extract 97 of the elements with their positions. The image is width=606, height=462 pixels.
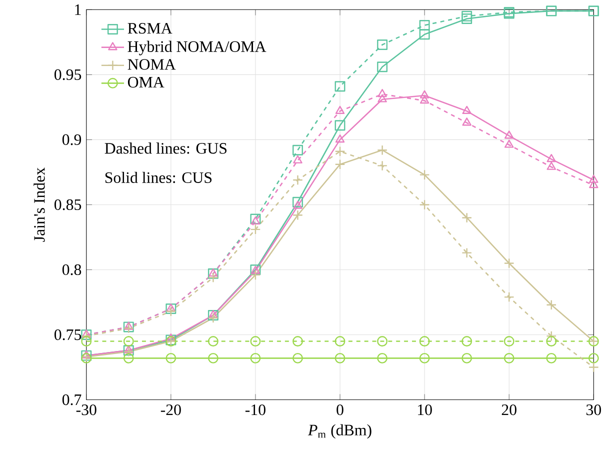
x-axis-title: P$_{m}$ (dBm) <box>308 424 372 439</box>
point <box>208 272 218 283</box>
point <box>419 199 430 210</box>
legend-label: OMA <box>128 76 164 88</box>
point <box>462 212 472 223</box>
point <box>208 336 218 346</box>
y-tick-label: 1 <box>75 4 81 15</box>
x-tick-label: 20 <box>502 404 516 416</box>
point <box>588 362 599 372</box>
point <box>292 352 303 364</box>
point <box>82 350 91 358</box>
point <box>378 94 387 102</box>
point <box>419 336 430 346</box>
point <box>334 336 346 346</box>
point <box>546 352 557 364</box>
point <box>124 322 134 330</box>
y-tick-label: 0.7 <box>62 394 82 406</box>
point <box>166 352 176 364</box>
point <box>292 144 303 156</box>
point <box>292 336 303 346</box>
y-tick-label: 0.95 <box>54 69 82 80</box>
point <box>462 117 472 126</box>
point <box>420 95 430 104</box>
point <box>546 336 557 346</box>
y-tick-label: 0.85 <box>54 199 82 210</box>
point <box>377 336 388 346</box>
point <box>123 336 134 346</box>
x-tick-label: 30 <box>586 404 601 416</box>
point <box>250 352 261 364</box>
point <box>377 61 388 72</box>
point <box>546 330 557 342</box>
point <box>334 146 346 156</box>
point <box>378 88 387 97</box>
annotation: Solid lines: CUS <box>105 172 212 183</box>
point <box>377 144 388 156</box>
point <box>250 224 261 234</box>
point <box>462 247 472 258</box>
point <box>208 268 218 276</box>
point <box>292 174 303 186</box>
point <box>334 120 346 130</box>
point <box>546 299 557 310</box>
point <box>250 270 261 280</box>
point <box>377 39 388 50</box>
x-tick-label: -10 <box>245 404 266 416</box>
y-axis-title: Jain's Index <box>34 167 45 242</box>
point <box>250 336 261 346</box>
point <box>334 159 346 170</box>
point <box>250 214 261 224</box>
point <box>166 306 176 316</box>
point <box>419 28 430 40</box>
y-tick-label: 0.8 <box>62 264 82 275</box>
x-tick-label: -30 <box>76 404 96 416</box>
point <box>462 336 472 346</box>
point <box>335 134 345 142</box>
annotation: Dashed lines: GUS <box>104 142 226 154</box>
point <box>250 216 260 224</box>
point <box>334 352 346 364</box>
point <box>293 200 302 209</box>
point <box>81 336 92 346</box>
point <box>208 312 218 323</box>
point <box>504 140 514 148</box>
point <box>462 352 472 364</box>
legend-label: NOMA <box>128 58 176 70</box>
legend-label: Hybrid NOMA/OMA <box>128 40 266 56</box>
point <box>377 352 388 364</box>
point <box>123 352 134 364</box>
point <box>208 268 218 279</box>
point <box>419 352 430 364</box>
x-tick-label: -20 <box>160 404 181 416</box>
point <box>546 162 556 170</box>
y-tick-label: 0.75 <box>54 329 82 340</box>
point <box>166 333 176 342</box>
x-tick-label: 10 <box>418 404 432 416</box>
point <box>419 20 430 30</box>
x-tick-label: 0 <box>336 404 344 416</box>
point <box>504 336 514 346</box>
point <box>208 352 218 364</box>
point <box>377 160 388 171</box>
point <box>504 352 514 364</box>
y-tick-label: 0.9 <box>62 134 82 145</box>
point <box>292 196 303 208</box>
point <box>504 258 514 268</box>
point <box>588 352 599 364</box>
point <box>504 130 514 139</box>
point <box>292 210 303 220</box>
point <box>589 174 598 183</box>
point <box>420 90 430 98</box>
point <box>293 155 302 164</box>
point <box>462 10 472 22</box>
point <box>462 13 472 24</box>
point <box>335 106 345 114</box>
point <box>334 80 346 92</box>
point <box>546 154 556 162</box>
legend-label: RSMA <box>128 22 172 34</box>
point <box>504 292 514 302</box>
point <box>462 106 472 114</box>
point <box>419 169 430 180</box>
